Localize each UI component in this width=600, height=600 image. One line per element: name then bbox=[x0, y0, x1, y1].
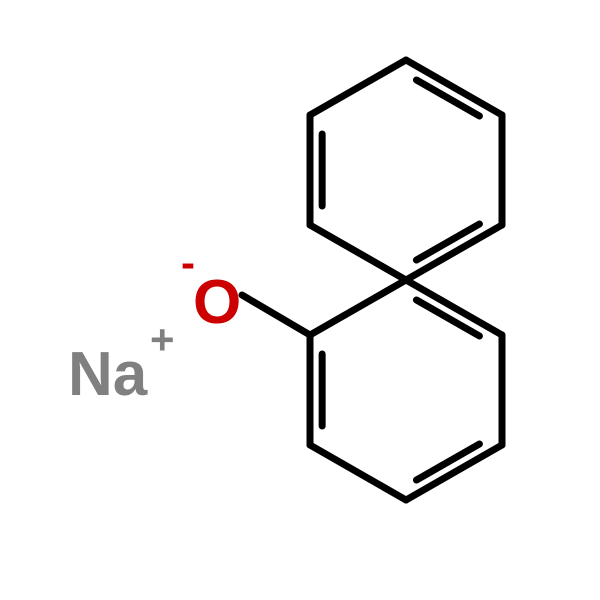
chemical-structure-diagram: O - Na + bbox=[0, 0, 600, 600]
oxygen-charge: - bbox=[181, 239, 195, 287]
sodium-charge: + bbox=[150, 316, 175, 364]
oxygen-atom: O bbox=[193, 272, 241, 334]
sodium-atom: Na bbox=[68, 344, 147, 406]
bonds-svg bbox=[0, 0, 600, 600]
